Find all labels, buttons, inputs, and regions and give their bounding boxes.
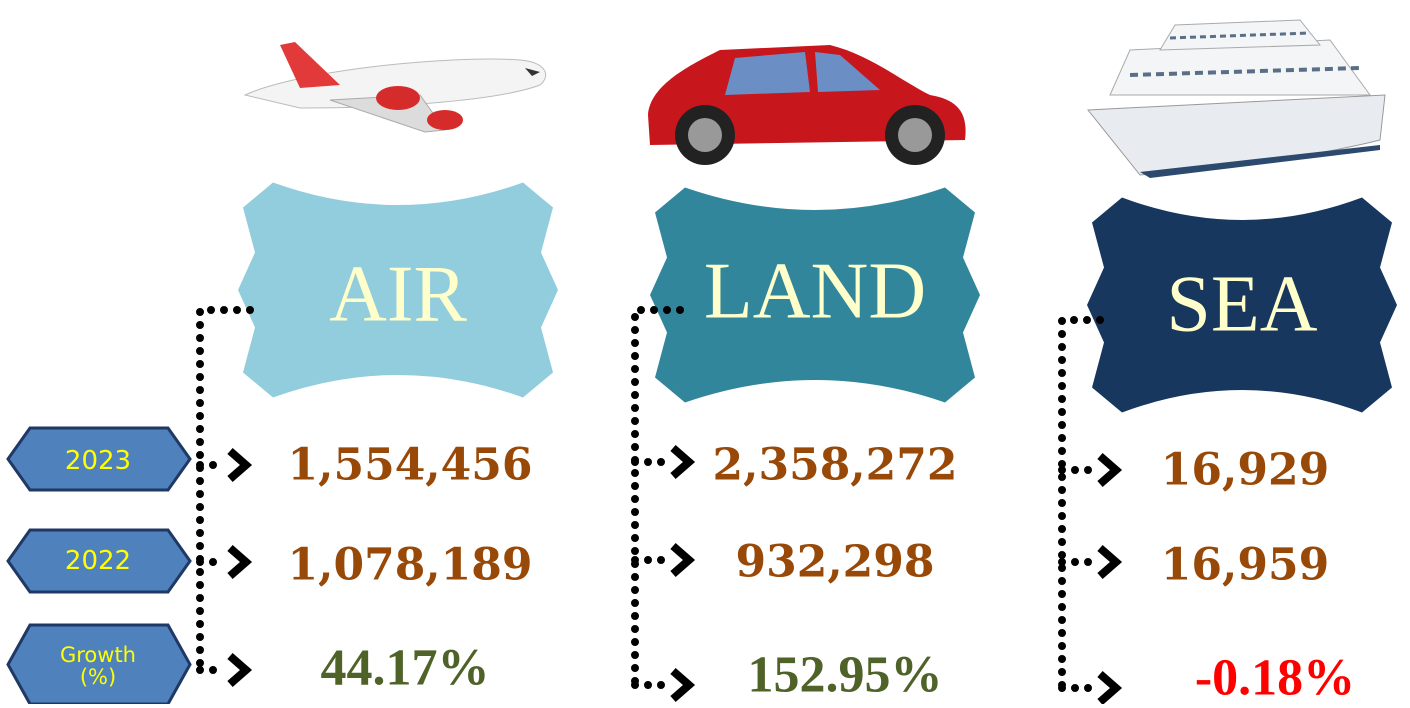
value: 1,554,456	[287, 439, 533, 491]
chevron	[227, 544, 253, 580]
banner	[1087, 197, 1397, 413]
dotted-line	[196, 306, 254, 674]
banner-label: AIR	[329, 250, 467, 339]
row-tag	[6, 528, 192, 594]
banner-label: LAND	[703, 247, 927, 336]
value: 932,298	[735, 536, 935, 588]
banner	[650, 187, 980, 403]
chevron	[227, 652, 253, 688]
value: -0.18%	[1194, 649, 1356, 707]
value: 16,929	[1160, 444, 1330, 496]
row-tag	[6, 623, 192, 704]
chevron	[1097, 544, 1123, 580]
row-label: 2023	[64, 446, 132, 477]
car-icon	[648, 45, 966, 165]
value: 16,959	[1160, 539, 1330, 591]
banner	[238, 182, 558, 398]
chevron	[1097, 452, 1123, 488]
banner-label: SEA	[1166, 260, 1318, 349]
value: 152.95%	[747, 646, 943, 704]
chevron	[670, 542, 696, 578]
row-label: Growth (%)	[59, 642, 136, 689]
ship-icon	[1086, 19, 1386, 178]
value: 44.17%	[320, 639, 490, 697]
chevron	[227, 447, 253, 483]
row-label: 2022	[64, 546, 132, 577]
value: 2,358,272	[712, 439, 958, 491]
dotted-line	[1058, 316, 1104, 692]
chevron	[670, 667, 696, 703]
value: 1,078,189	[287, 539, 533, 591]
chevron	[1097, 670, 1123, 704]
connectors	[6, 306, 1123, 704]
plane-icon	[243, 42, 547, 133]
chevron	[670, 444, 696, 480]
row-tag	[6, 426, 192, 492]
